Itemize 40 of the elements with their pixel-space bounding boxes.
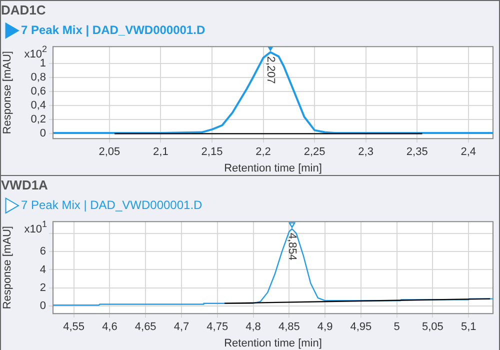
x-tick-label: 2,25 bbox=[304, 146, 326, 158]
x-tick-label: 4,95 bbox=[350, 321, 372, 334]
y-tick-label: 0,8 bbox=[30, 72, 46, 84]
x-tick-label: 4,9 bbox=[317, 321, 333, 334]
y-axis-title: Response [mAU] bbox=[2, 51, 14, 134]
y-tick-label: 0,4 bbox=[30, 100, 46, 112]
y-tick-label: 4 bbox=[40, 264, 46, 276]
chart-title: VWD1A bbox=[1, 177, 49, 192]
x-tick-label: 5,1 bbox=[460, 321, 476, 334]
x-tick-label: 2,4 bbox=[460, 146, 476, 158]
y-tick-label: 0 bbox=[40, 300, 46, 312]
x-tick-label: 4,8 bbox=[246, 321, 261, 334]
x-tick-label: 2,35 bbox=[406, 146, 428, 158]
x-tick-label: 5 bbox=[394, 321, 400, 334]
y-tick-label: 1 bbox=[40, 57, 46, 70]
x-tick-label: 4,75 bbox=[206, 321, 228, 334]
chart-title: DAD1C bbox=[1, 2, 46, 18]
x-tick-label: 4,65 bbox=[134, 321, 156, 334]
y-tick-label: 2 bbox=[40, 282, 46, 294]
x-tick-label: 2,3 bbox=[358, 146, 374, 158]
y-tick-label: 6 bbox=[40, 246, 46, 258]
annotation: 2,207 bbox=[264, 56, 276, 84]
x-tick-label: 4,85 bbox=[278, 321, 300, 334]
y-axis-title: Response [mAU] bbox=[2, 226, 14, 310]
x-tick-label: 2,05 bbox=[98, 146, 120, 158]
y-tick-label: 0 bbox=[40, 128, 46, 140]
y-tick-label: 0,2 bbox=[30, 114, 46, 126]
x-tick-label: 4,55 bbox=[63, 321, 85, 334]
x-tick-label: 5,05 bbox=[422, 321, 444, 334]
x-tick-label: 4,6 bbox=[102, 321, 118, 334]
annotation: 4,854 bbox=[286, 232, 298, 260]
legend-label: 7 Peak Mix | DAD_VWD000001.D bbox=[21, 198, 203, 212]
x-tick-label: 2,1 bbox=[153, 146, 168, 158]
y-tick-label: 0,6 bbox=[30, 86, 46, 98]
legend-label: 7 Peak Mix | DAD_VWD000001.D bbox=[21, 22, 206, 37]
x-tick-label: 2,15 bbox=[201, 146, 223, 158]
x-axis-title: Retention time [min] bbox=[224, 337, 322, 350]
x-tick-label: 2,2 bbox=[256, 146, 271, 158]
x-axis-title: Retention time [min] bbox=[224, 162, 322, 174]
x-tick-label: 4,7 bbox=[174, 321, 190, 334]
